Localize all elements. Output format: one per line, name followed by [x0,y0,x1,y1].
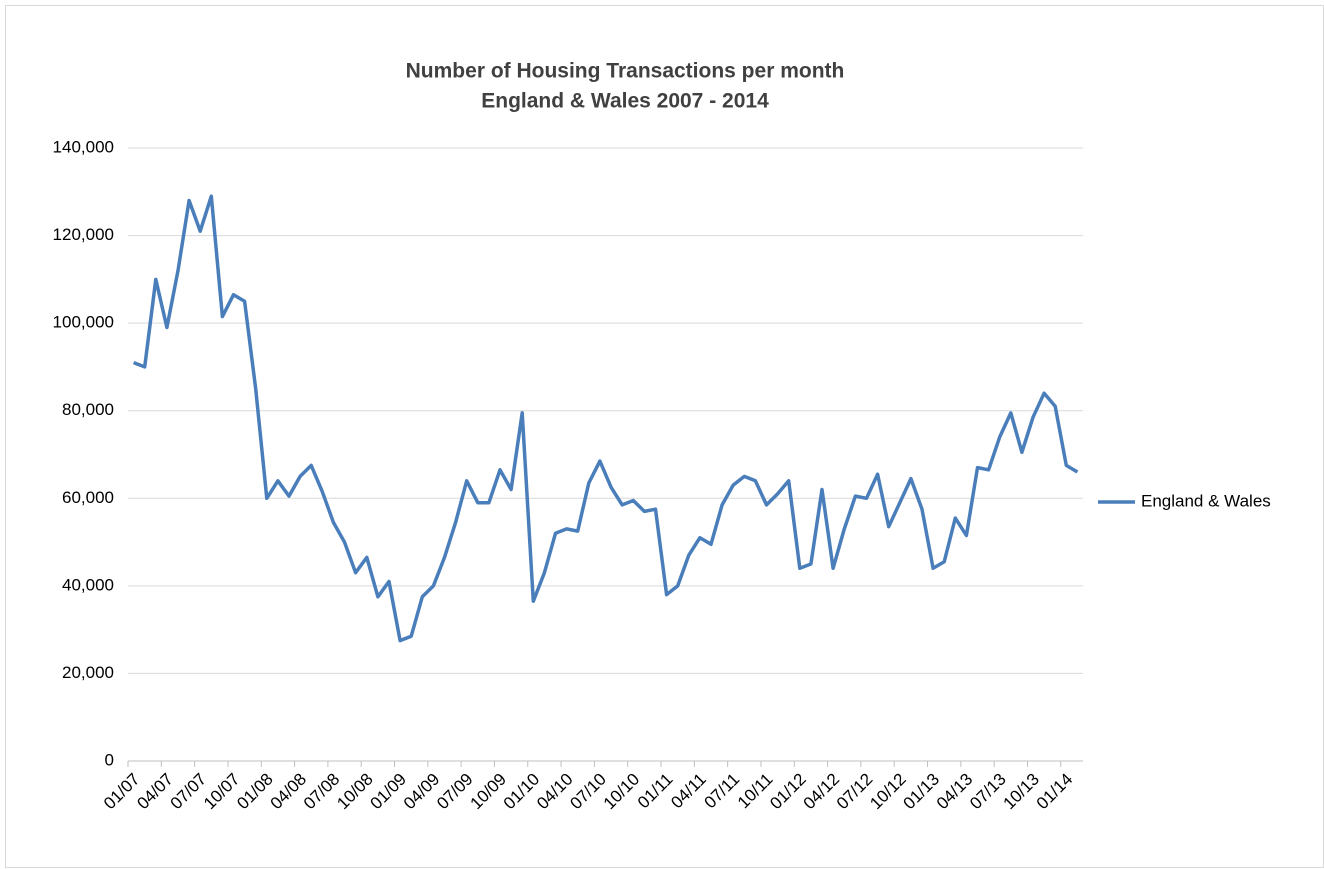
y-tick-label: 0 [105,750,114,769]
legend-label: England & Wales [1141,491,1271,510]
y-tick-label: 120,000 [53,225,114,244]
y-tick-label: 140,000 [53,137,114,156]
chart-subtitle: England & Wales 2007 - 2014 [481,90,769,113]
y-tick-label: 20,000 [62,663,114,682]
data-line [132,194,1079,643]
chart-title: Number of Housing Transactions per month [406,60,845,83]
y-tick-label: 80,000 [62,400,114,419]
y-tick-label: 100,000 [53,313,114,332]
y-tick-label: 40,000 [62,575,114,594]
chart-frame [5,5,1324,868]
y-tick-label: 60,000 [62,488,114,507]
